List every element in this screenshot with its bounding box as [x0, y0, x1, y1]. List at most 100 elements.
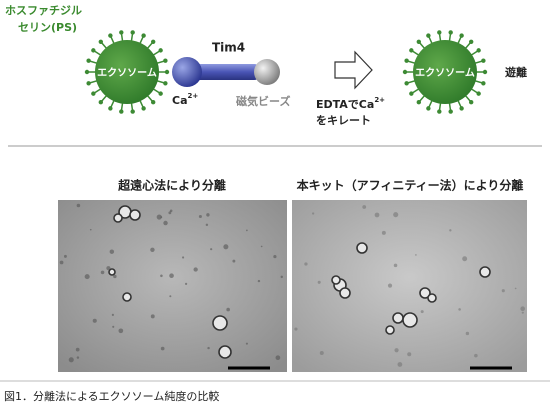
vesicle	[419, 287, 431, 299]
debris	[520, 306, 525, 311]
debris	[514, 287, 517, 290]
debris	[245, 342, 248, 345]
debris	[168, 211, 172, 215]
debris	[163, 220, 168, 226]
spike-tip	[482, 69, 488, 75]
debris	[206, 213, 210, 217]
edta-label: をキレート	[316, 114, 371, 127]
debris	[319, 351, 324, 356]
debris	[150, 314, 155, 319]
exosome-label: エクソソーム	[415, 67, 475, 79]
debris	[210, 248, 213, 251]
debris	[100, 270, 105, 275]
panel-title: 超遠心法により分離	[117, 178, 226, 193]
spike-tip	[130, 30, 135, 35]
magnetic-bead	[254, 59, 280, 85]
vesicle	[402, 312, 418, 328]
debris	[387, 283, 393, 288]
spike-tip	[448, 109, 453, 114]
debris	[273, 255, 277, 259]
debris	[246, 229, 248, 232]
edta-sup: 2+	[374, 96, 385, 104]
debris	[113, 274, 117, 279]
ca-label: Ca2+	[172, 92, 198, 107]
spike-tip	[402, 69, 408, 75]
spike-tip	[459, 106, 464, 111]
spike-tip	[119, 30, 124, 35]
debris	[374, 212, 380, 218]
debris	[294, 327, 298, 331]
spike-tip	[150, 39, 156, 44]
caption: 図1．分離法によるエクソソーム純度の比較	[4, 389, 219, 403]
debris	[420, 310, 424, 314]
debris	[304, 262, 308, 266]
panel-title: 本キット（アフィニティー法）により分離	[297, 178, 524, 193]
spike-tip	[98, 39, 104, 44]
spike-tip	[409, 91, 414, 96]
debris	[415, 254, 417, 256]
edta-prefix: EDTAでCa	[316, 98, 374, 111]
debris	[393, 212, 399, 218]
edta-label: EDTAでCa2+	[316, 96, 385, 111]
spike-tip	[164, 69, 170, 75]
debris	[198, 214, 202, 219]
spike-tip	[416, 100, 422, 105]
spike-tip	[437, 109, 442, 114]
debris	[169, 209, 173, 213]
spike-tip	[158, 48, 163, 53]
ca-sup: 2+	[188, 92, 199, 100]
debris	[501, 289, 505, 293]
spike-tip	[481, 58, 486, 63]
debris	[449, 229, 452, 232]
spike-tip	[468, 100, 474, 105]
spike-tip	[141, 106, 146, 111]
debris	[182, 256, 185, 259]
debris	[106, 266, 111, 271]
debris	[521, 311, 524, 314]
vesicle	[212, 315, 228, 331]
debris	[394, 348, 399, 353]
spike-tip	[163, 81, 168, 86]
spike-tip	[437, 30, 442, 35]
debris	[68, 357, 74, 363]
debris	[465, 331, 470, 336]
debris	[150, 247, 155, 252]
debris	[89, 228, 92, 231]
spike-tip	[481, 81, 486, 86]
spike-tip	[409, 48, 414, 53]
debris	[63, 254, 67, 258]
debris	[226, 307, 230, 312]
tim4-head	[172, 57, 202, 87]
debris	[59, 260, 64, 265]
debris	[111, 313, 114, 316]
spike-tip	[86, 81, 91, 86]
debris	[317, 280, 321, 284]
debris	[160, 274, 163, 278]
debris	[118, 328, 124, 334]
spike-tip	[130, 109, 135, 114]
debris	[156, 214, 162, 220]
debris	[84, 274, 90, 280]
debris	[169, 295, 172, 298]
debris	[207, 346, 210, 350]
debris	[407, 352, 412, 357]
debris	[193, 267, 198, 272]
ps-label: ホスファチジル	[5, 4, 82, 17]
vesicle	[339, 287, 351, 299]
vesicle	[427, 293, 437, 303]
debris	[112, 325, 115, 328]
vesicle	[356, 242, 368, 254]
tim4-rod	[190, 64, 262, 80]
vesicle	[479, 266, 491, 278]
debris	[184, 282, 188, 285]
release-label: 遊離	[505, 65, 527, 79]
debris	[75, 347, 80, 352]
vesicle	[129, 209, 141, 221]
spike-tip	[468, 39, 474, 44]
spike-tip	[163, 58, 168, 63]
spike-tip	[108, 33, 113, 38]
spike-tip	[426, 33, 431, 38]
exosome-left	[95, 40, 159, 104]
spike-tip	[448, 30, 453, 35]
arrow	[334, 50, 373, 90]
